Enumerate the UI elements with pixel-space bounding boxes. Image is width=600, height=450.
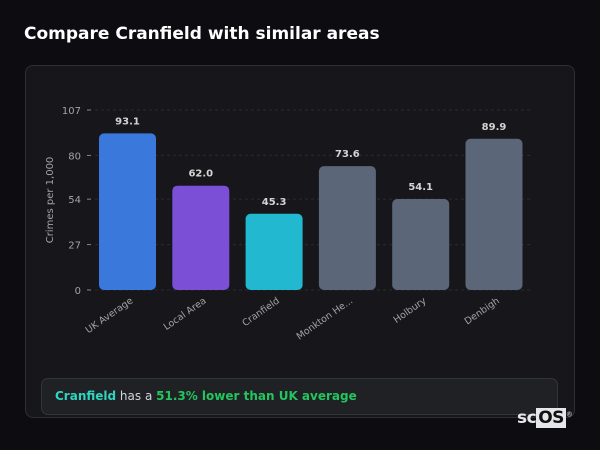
y-tick-label: 107	[62, 106, 81, 117]
summary-area: Cranfield	[55, 389, 117, 403]
data-label: 93.1	[115, 116, 140, 127]
data-label: 62.0	[188, 169, 213, 180]
y-tick-label: 54	[68, 195, 81, 206]
y-axis-label: Crimes per 1,000	[45, 157, 56, 244]
x-tick-label: Denbigh	[463, 295, 502, 327]
x-tick-label: Local Area	[162, 295, 209, 332]
data-label: 45.3	[262, 197, 287, 208]
x-tick-label: Monkton He...	[295, 295, 356, 342]
data-label: 89.9	[482, 122, 507, 133]
y-tick-label: 0	[75, 286, 81, 297]
brand-logo: sc OS ®	[517, 408, 573, 428]
bar	[318, 166, 376, 290]
bar	[245, 213, 303, 290]
y-tick-label: 27	[68, 241, 81, 252]
x-tick-label: Holbury	[392, 295, 429, 326]
summary-banner: Cranfield has a 51.3% lower than UK aver…	[41, 378, 558, 415]
summary-text: has a	[116, 389, 157, 403]
x-tick-label: Cranfield	[240, 295, 281, 329]
page-title: Compare Cranfield with similar areas	[24, 24, 380, 44]
bar	[392, 198, 450, 290]
y-tick-label: 80	[68, 151, 81, 162]
bar	[172, 185, 230, 290]
x-tick-label: UK Average	[84, 295, 136, 336]
data-label: 54.1	[408, 182, 433, 193]
data-label: 73.6	[335, 149, 360, 160]
summary-comparison: 51.3% lower than UK average	[156, 389, 357, 403]
bar	[465, 138, 523, 290]
bar	[99, 133, 156, 290]
